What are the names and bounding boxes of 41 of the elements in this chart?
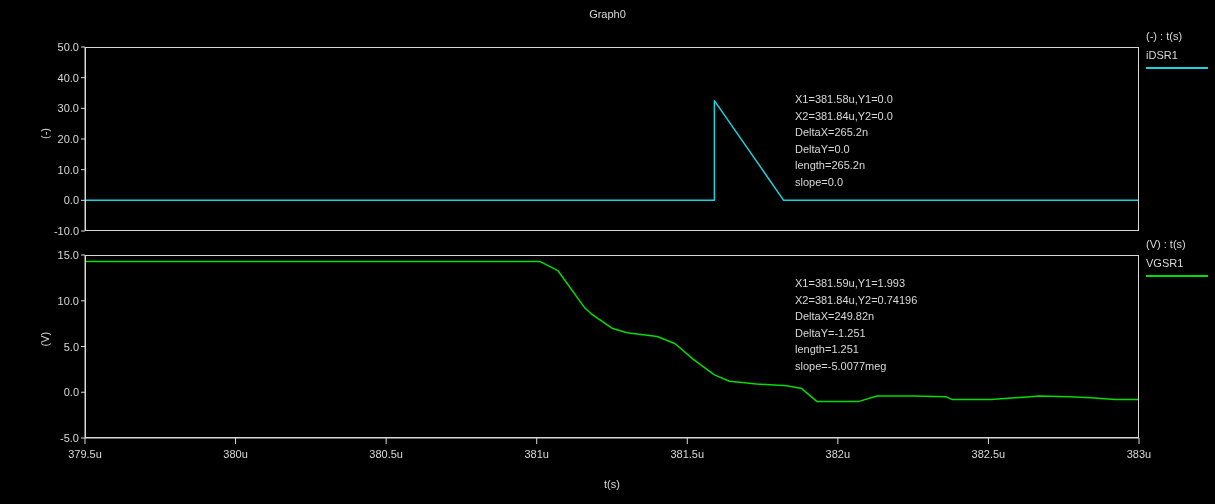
annotation: length=265.2n: [795, 158, 867, 173]
y-tick-label: 30.0: [57, 102, 79, 115]
annotation: DeltaY=0.0: [795, 141, 851, 157]
x-axis-title: t(s): [604, 478, 620, 490]
annotation: DeltaY=-1.251: [795, 325, 867, 341]
y-tick-label: 50.0: [57, 41, 79, 53]
x-tick-label: 380.5u: [369, 448, 403, 460]
x-tick-label: 381u: [524, 448, 549, 460]
x-tick-label: 382u: [825, 448, 851, 460]
annotation: X2=381.84u,Y2=0.0: [795, 108, 893, 124]
annotation: length=1.251: [795, 342, 860, 357]
y-tick-label: 0.0: [63, 386, 79, 399]
annotation: DeltaX=249.82n: [795, 309, 876, 324]
y-tick-label: 15.0: [57, 249, 79, 261]
x-tick-label: 382.5u: [971, 448, 1006, 460]
y-axis-title: (-): [38, 128, 51, 139]
y-tick-label: 0.0: [63, 194, 79, 207]
annotation: X1=381.59u,Y1=1.993: [795, 276, 907, 291]
y-tick-label: -10.0: [53, 225, 79, 237]
legend-title: (-) : t(s): [1146, 30, 1184, 44]
annotation: slope=-5.0077meg: [795, 358, 888, 374]
annotation: X1=381.58u,Y1=0.0: [795, 92, 893, 107]
annotation: DeltaX=265.2n: [795, 125, 870, 140]
text: iDSR1: [1146, 49, 1179, 61]
legend-title: (V) : t(s): [1146, 238, 1187, 252]
x-tick-label: 381.5u: [670, 448, 705, 460]
y-tick-label: -5.0: [60, 432, 79, 444]
y-tick-label: 10.0: [57, 294, 79, 307]
x-tick-label: 379.5u: [68, 448, 102, 460]
x-tick-label: 380u: [223, 448, 248, 460]
text: VGSR1: [1146, 257, 1185, 269]
line-series: [85, 260, 1139, 403]
y-axis-title: (V): [38, 331, 51, 347]
annotation: slope=0.0: [795, 174, 844, 190]
chart-title: Graph0: [588, 8, 627, 20]
y-tick-label: 40.0: [57, 71, 79, 84]
y-tick-label: 10.0: [57, 163, 79, 176]
x-tick-label: 383u: [1126, 448, 1152, 460]
y-tick-label: 5.0: [63, 340, 79, 353]
annotation: X2=381.84u,Y2=0.74196: [795, 292, 918, 308]
y-tick-label: 20.0: [57, 133, 79, 145]
